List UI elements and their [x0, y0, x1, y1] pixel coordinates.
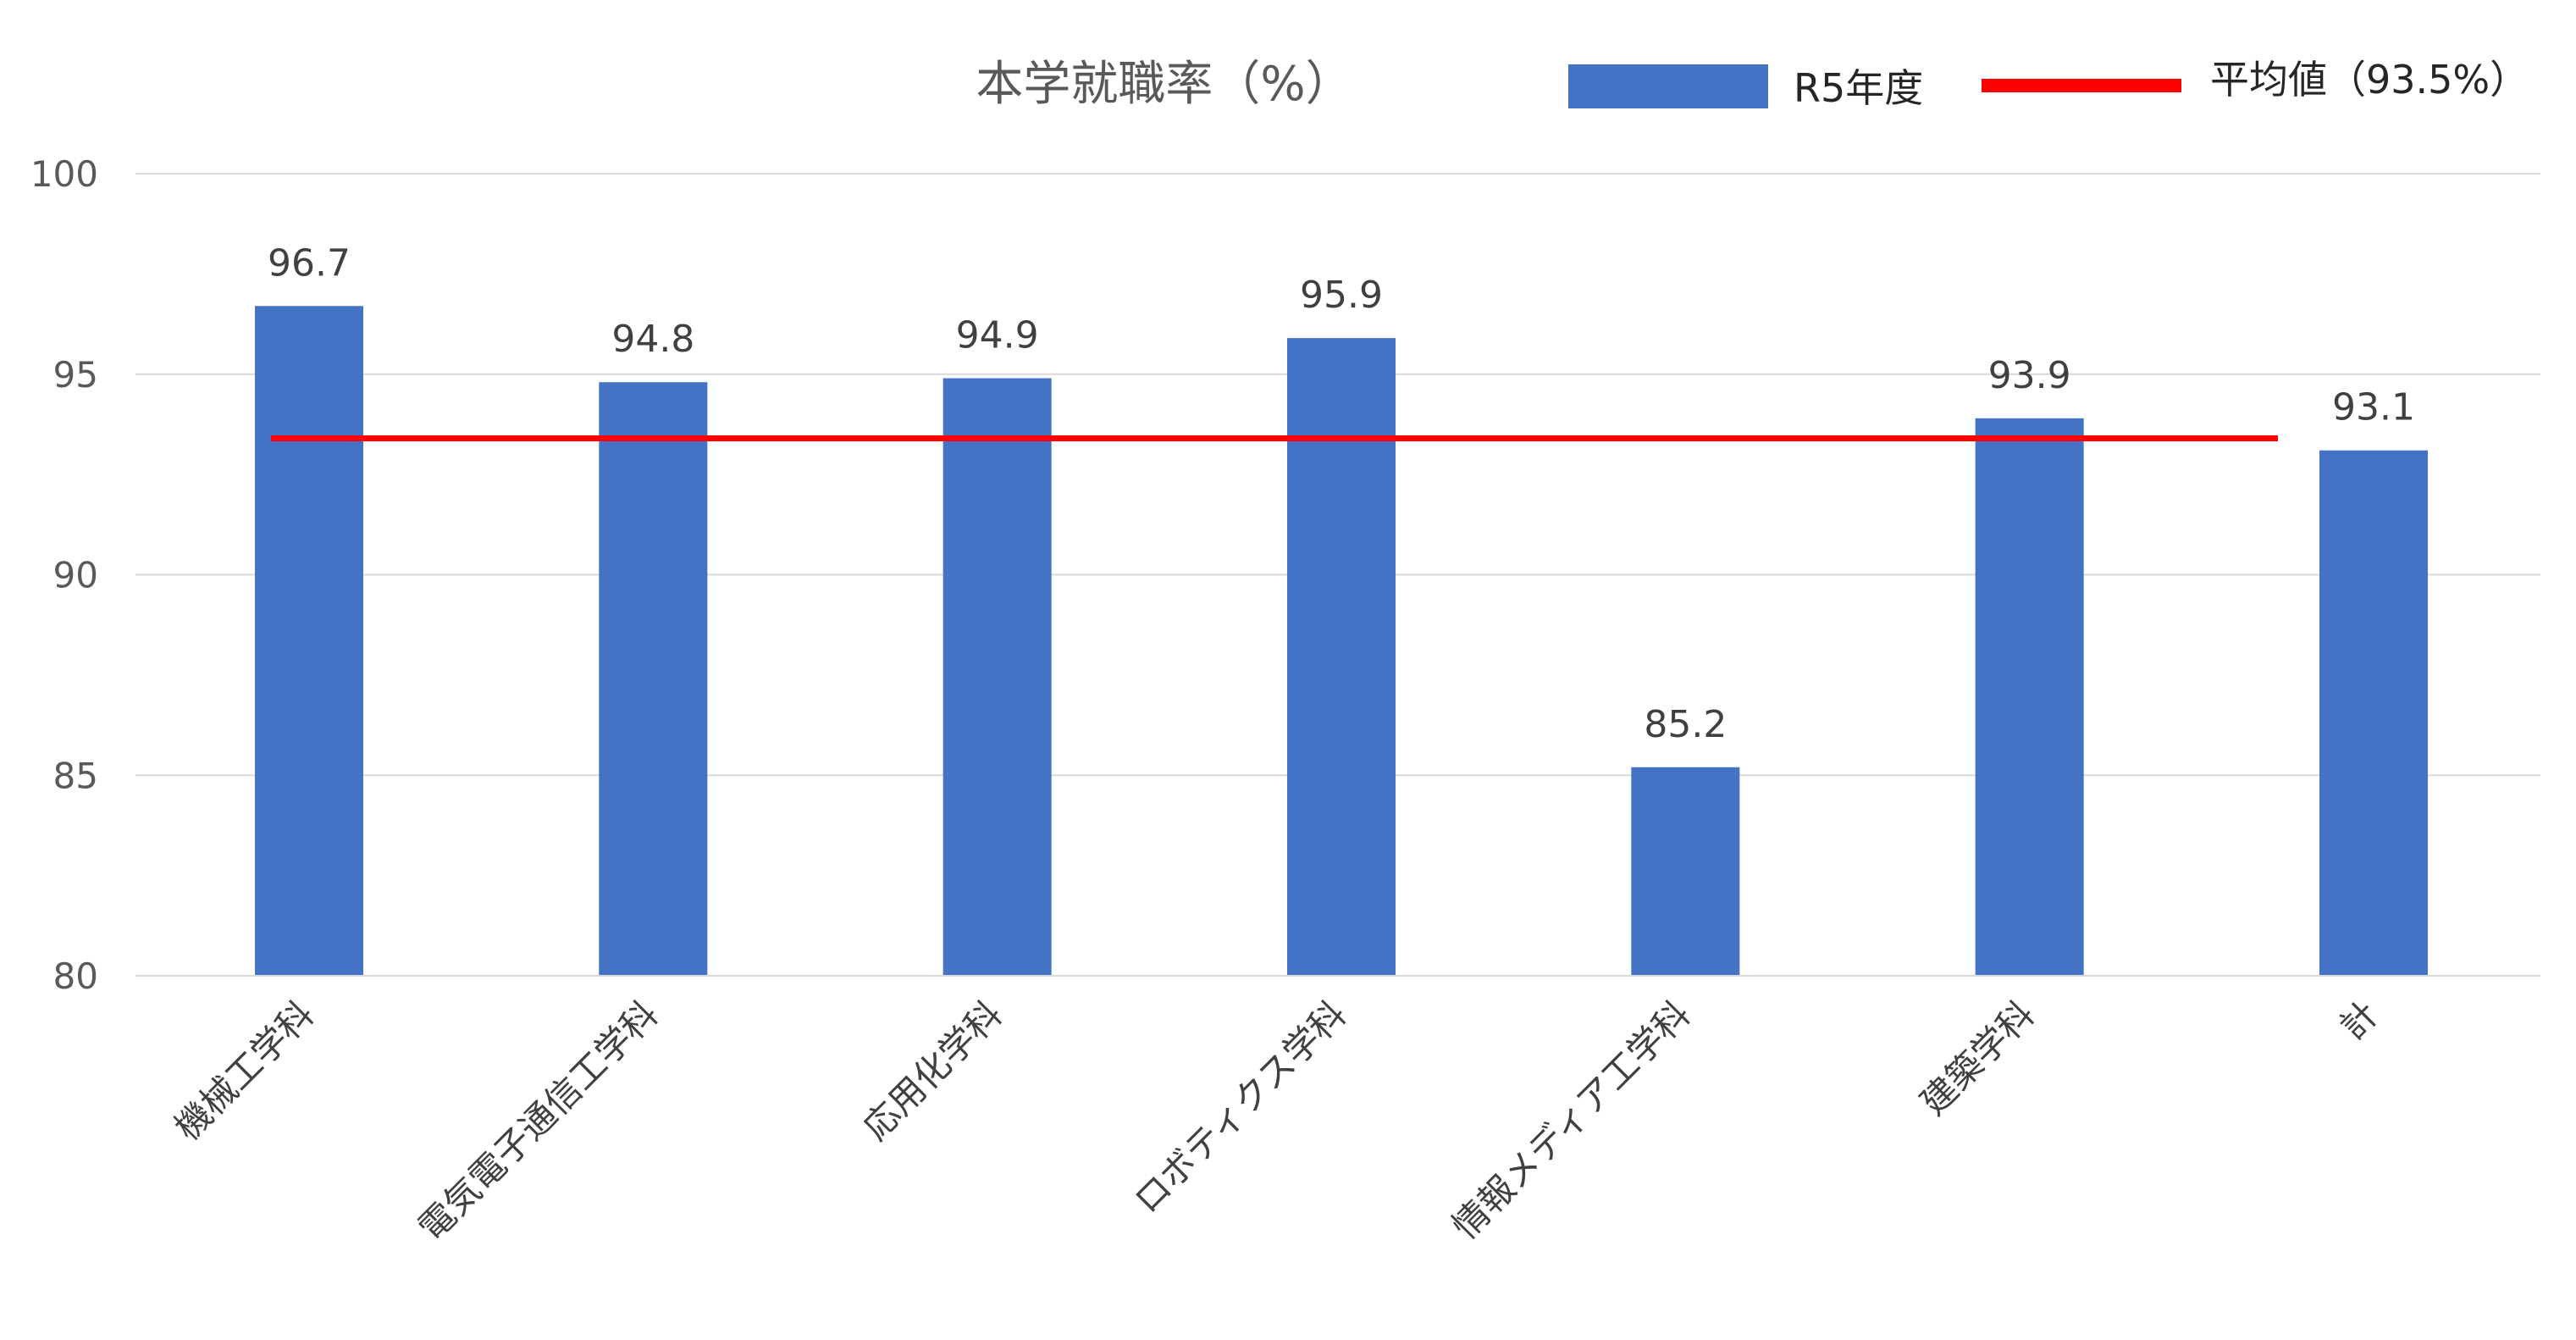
bar — [599, 382, 708, 977]
x-tick-label: 情報メディア工学科 — [1445, 993, 1699, 1247]
legend-label-series: R5年度 — [1794, 65, 1923, 111]
bar — [1631, 767, 1740, 976]
x-axis: 機械工学科 電気電子通信工学科 応用化学科 ロボティクス学科 情報メディア工学科 建築学科… — [135, 975, 2540, 1249]
y-tick-label: 80 — [53, 955, 98, 997]
x-tick-label: 機械工学科 — [167, 993, 322, 1148]
legend: R5年度 平均値（93.5%） — [1568, 57, 2529, 111]
x-tick-label: 計 — [2332, 993, 2386, 1047]
data-label: 94.8 — [611, 318, 694, 361]
legend-label-average: 平均値（93.5%） — [2210, 57, 2529, 102]
bar — [1287, 338, 1396, 976]
bar — [255, 306, 363, 976]
data-label: 95.9 — [1300, 274, 1383, 317]
y-tick-label: 85 — [53, 755, 98, 796]
data-label: 96.7 — [268, 241, 351, 285]
x-tick-label: 応用化学科 — [855, 993, 1010, 1148]
legend-swatch-series — [1568, 64, 1768, 108]
legend-swatch-average — [1982, 79, 2181, 92]
bar — [2319, 450, 2428, 976]
x-tick-label: ロボティクス学科 — [1125, 993, 1354, 1221]
data-label: 85.2 — [1644, 703, 1727, 746]
y-tick-label: 90 — [53, 555, 98, 596]
x-tick-label: 建築学科 — [1912, 993, 2042, 1122]
data-label: 93.9 — [1988, 354, 2071, 397]
y-axis: 100 95 90 85 80 — [30, 153, 98, 997]
data-label: 93.1 — [2332, 386, 2415, 429]
x-tick-label: 電気電子通信工学科 — [410, 993, 666, 1249]
data-labels: 96.7 94.8 94.9 95.9 85.2 93.9 93.1 — [268, 241, 2415, 746]
data-label: 94.9 — [956, 313, 1039, 357]
bar — [1975, 418, 2084, 977]
chart-title: 本学就職率（%） — [976, 57, 1352, 112]
bar — [943, 378, 1052, 976]
y-tick-label: 95 — [53, 354, 98, 396]
y-tick-label: 100 — [30, 153, 98, 195]
bars — [255, 306, 2428, 977]
